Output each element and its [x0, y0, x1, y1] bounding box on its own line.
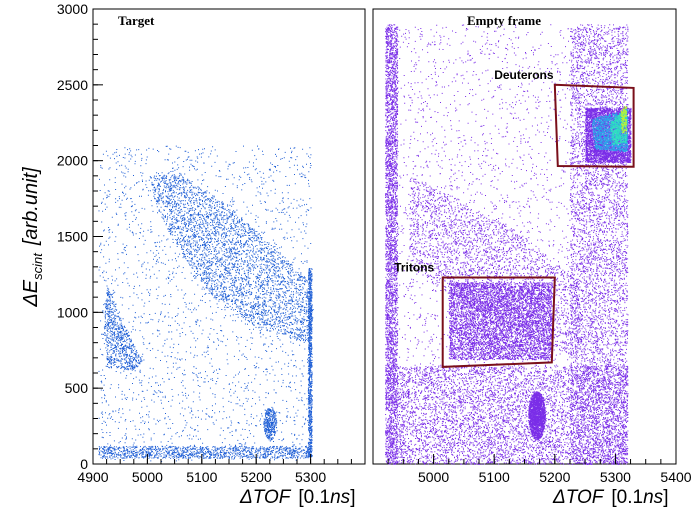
y-tick-label: 500 — [65, 380, 89, 396]
x-tick-label: 5300 — [600, 469, 631, 485]
x-tick-label: 5200 — [241, 469, 272, 485]
y-tick-label: 1000 — [57, 304, 88, 320]
density-region — [98, 445, 312, 459]
x-tick-label: 5400 — [660, 469, 691, 485]
annotation-tritons: Tritons — [394, 260, 434, 274]
x-tick-label: 5100 — [186, 469, 217, 485]
density-points — [98, 445, 312, 459]
density-region — [307, 268, 313, 458]
panel-target-frame — [92, 8, 366, 465]
y-tick-label: 1500 — [57, 229, 88, 245]
y-tick-label: 3000 — [57, 1, 88, 17]
empty-frame-scatter-points — [385, 24, 632, 465]
selection-boxes — [441, 83, 635, 368]
density-region — [150, 172, 314, 345]
y-tick-label: 2000 — [57, 153, 88, 169]
density-points — [150, 172, 314, 345]
x-tick-label: 5100 — [479, 469, 510, 485]
density-points — [448, 282, 553, 361]
empty-frame-axis-ticks: 5000 5100 5200 5300 5400 — [387, 454, 692, 485]
x-tick-label: 5000 — [418, 469, 449, 485]
panel-empty-frame: 5000 5100 5200 5300 5400 Empty frame Deutero… — [372, 8, 692, 485]
particle-annotations: Deuterons Tritons — [394, 68, 554, 275]
density-region — [448, 282, 553, 361]
x-tick-label: 5200 — [539, 469, 570, 485]
target-panel-title: Target — [118, 13, 155, 28]
x-tick-label: 4900 — [77, 469, 108, 485]
density-region — [263, 406, 278, 441]
panel-empty-frame-frame — [372, 8, 677, 465]
density-points — [307, 268, 313, 458]
y-tick-label: 2500 — [57, 77, 88, 93]
density-region — [528, 391, 546, 441]
hotspot-points — [620, 106, 628, 134]
x-axis-title-left: ΔTOF [0.1ns] — [239, 487, 355, 508]
x-axis-title-right: ΔTOF [0.1ns] — [552, 487, 668, 508]
density-region — [397, 365, 629, 465]
empty-frame-panel-title: Empty frame — [467, 13, 541, 28]
density-points — [528, 391, 546, 441]
density-points — [263, 406, 278, 441]
panel-target: 4900 5000 5100 5200 5300 0 500 1000 1500 2000 2500… — [57, 1, 366, 485]
x-tick-label: 5300 — [295, 469, 326, 485]
y-tick-label: 0 — [80, 456, 88, 472]
target-scatter-points — [98, 145, 314, 462]
y-axis-title: ΔEscint[arb.unit] — [20, 167, 45, 308]
deuteron-box — [553, 83, 635, 168]
density-points — [397, 365, 629, 465]
annotation-deuterons: Deuterons — [494, 68, 554, 82]
x-tick-label: 5000 — [132, 469, 163, 485]
target-axis-ticks: 4900 5000 5100 5200 5300 0 500 1000 1500 2000 2500… — [57, 1, 352, 485]
deuteron-hotspot — [591, 106, 629, 153]
triton-box — [441, 276, 556, 368]
